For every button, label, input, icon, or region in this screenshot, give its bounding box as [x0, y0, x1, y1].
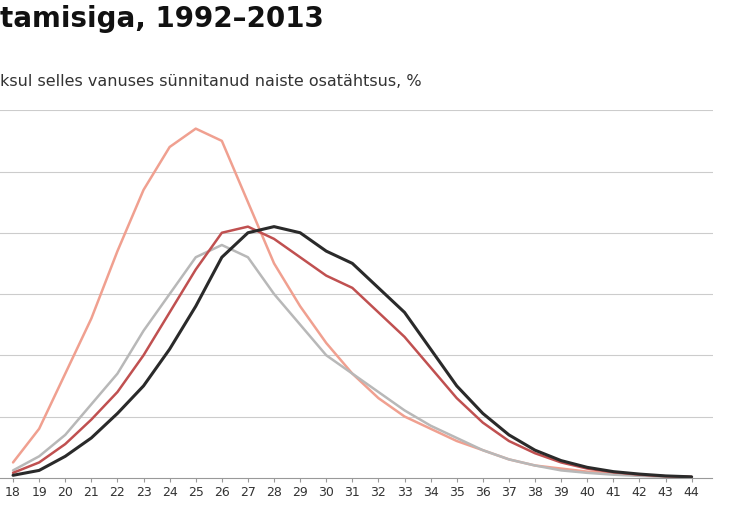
- Text: tamisiga, 1992–2013: tamisiga, 1992–2013: [0, 5, 324, 33]
- Text: ksul selles vanuses sünnitanud naiste osatähtsus, %: ksul selles vanuses sünnitanud naiste os…: [0, 74, 422, 89]
